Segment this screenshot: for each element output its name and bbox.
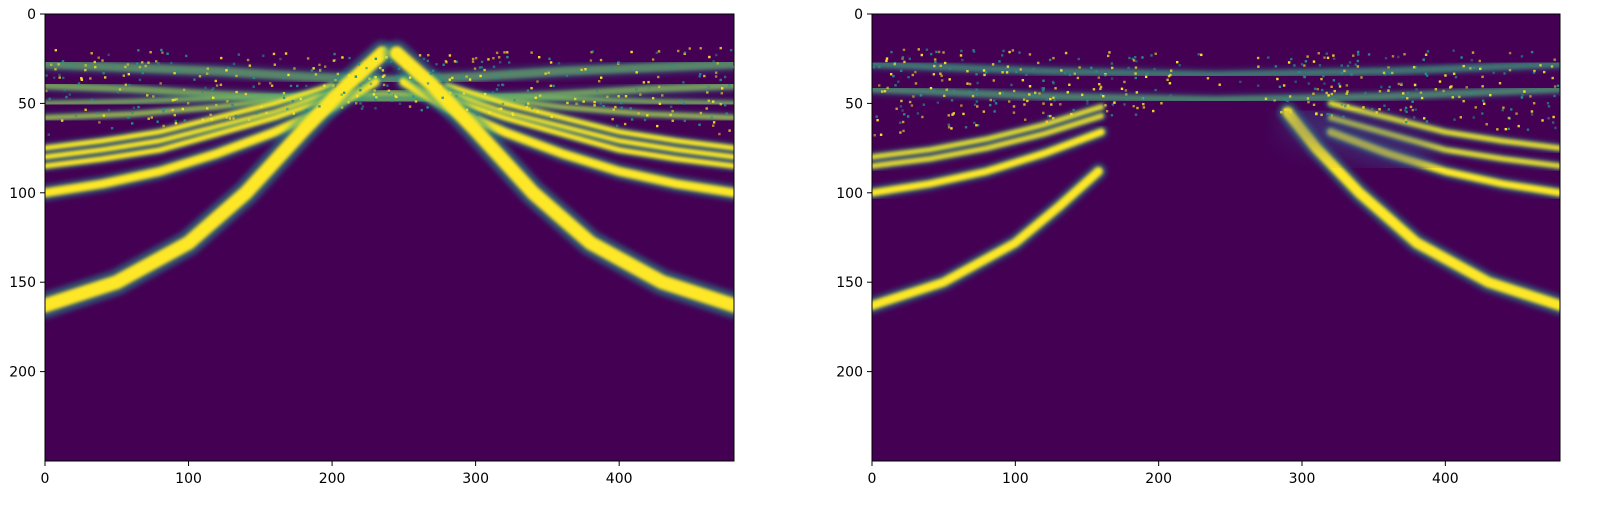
heatmap-panel-right: 0 100 200 300 400 0 50 100 150 200 <box>836 7 1561 487</box>
axes-frame <box>871 13 1561 462</box>
y-tick-label: 0 <box>27 7 36 23</box>
x-tick-label: 100 <box>1002 471 1029 487</box>
speckle-noise <box>872 48 1560 137</box>
y-tick-label: 200 <box>9 365 36 381</box>
y-tick-label: 50 <box>845 96 863 112</box>
x-tick-label: 400 <box>1432 471 1459 487</box>
y-tick-label: 100 <box>836 186 863 202</box>
x-tick-label: 400 <box>606 471 633 487</box>
upper-arc-band <box>872 60 1560 79</box>
y-tick-label: 0 <box>854 7 863 23</box>
upper-arc-band <box>872 85 1560 104</box>
main-left-curve <box>872 166 1103 310</box>
axes-frame <box>44 13 735 462</box>
y-tick-label: 200 <box>836 365 863 381</box>
x-tick-label: 300 <box>1289 471 1316 487</box>
speckle-noise <box>45 46 734 136</box>
x-tick-label: 200 <box>319 471 346 487</box>
left-curve <box>872 104 1105 160</box>
right-curve <box>1327 100 1560 151</box>
right-curve <box>444 89 734 160</box>
right-haze-halo <box>1284 103 1435 175</box>
left-curve <box>872 128 1105 197</box>
left-curve <box>872 113 1105 169</box>
x-tick-label: 200 <box>1145 471 1172 487</box>
left-curve <box>45 89 335 160</box>
x-tick-label: 100 <box>175 471 202 487</box>
left-curve <box>45 95 335 169</box>
left-curve <box>45 82 335 151</box>
heatmap-panel-left: 0 100 200 300 400 0 50 100 150 200 <box>9 7 735 487</box>
main-left-curve <box>45 46 390 313</box>
right-curve <box>444 82 734 151</box>
y-tick-label: 150 <box>836 275 863 291</box>
x-tick-label: 0 <box>41 471 50 487</box>
x-tick-label: 300 <box>462 471 489 487</box>
x-tick-label: 0 <box>868 471 877 487</box>
y-tick-label: 100 <box>9 186 36 202</box>
y-tick-label: 150 <box>9 275 36 291</box>
main-right-curve <box>389 46 734 313</box>
y-tick-label: 50 <box>18 96 36 112</box>
right-curve <box>444 95 734 169</box>
